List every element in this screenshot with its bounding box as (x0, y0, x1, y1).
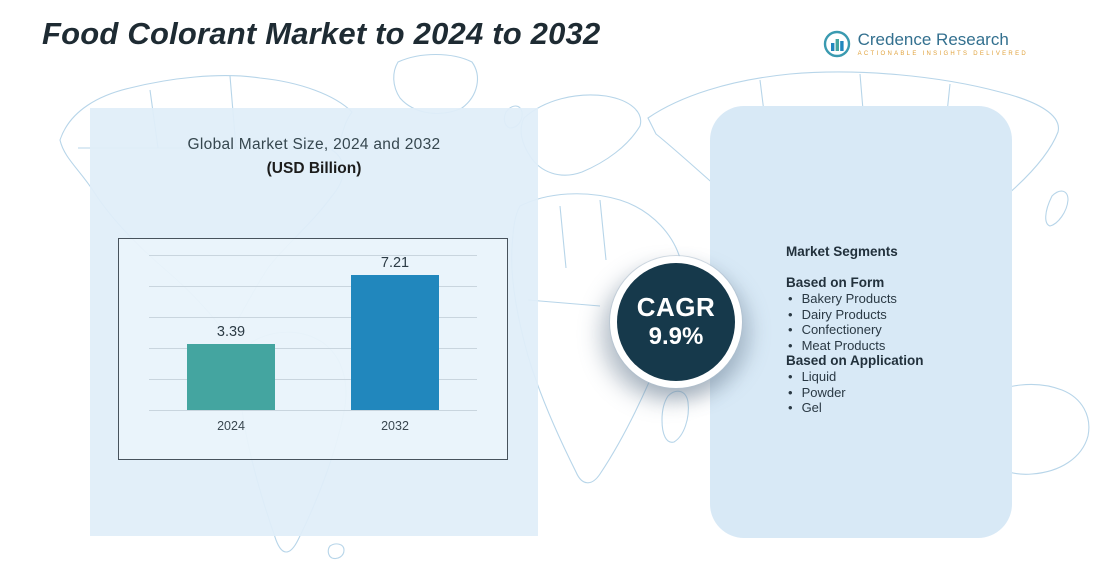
cagr-value: 9.9% (648, 323, 704, 350)
cagr-label: CAGR (636, 292, 716, 322)
market-size-panel: Global Market Size, 2024 and 2032 (USD B… (90, 108, 538, 536)
logo-company-name: Credence Research (857, 30, 1009, 49)
bar-category-label: 2032 (381, 419, 409, 433)
chart-subtitle: (USD Billion) (266, 160, 362, 177)
segment-item: Gel (788, 400, 994, 416)
segment-item: Confectionery (788, 322, 994, 338)
bar-value-label: 7.21 (380, 255, 410, 271)
logo-text: Credence Research Actionable Insights De… (858, 30, 1028, 57)
page-title: Food Colorant Market to 2024 to 2032 (42, 16, 601, 51)
bar-column: 7.21 (350, 255, 440, 410)
bar-chart: 3.39 7.21 2024 2032 (118, 238, 508, 460)
credence-logo-icon (823, 30, 850, 58)
segment-item: Liquid (788, 369, 994, 385)
market-segments-panel: Market Segments Based on FormBakery Prod… (710, 106, 1012, 538)
bar (187, 344, 275, 410)
bar-category-label: 2024 (217, 419, 245, 433)
chart-plot-area: 3.39 7.21 (149, 255, 477, 411)
segment-item: Dairy Products (788, 307, 994, 323)
segments-title: Market Segments (786, 244, 898, 259)
segment-group-heading: Based on Application (786, 353, 924, 368)
logo-tagline: Actionable Insights Delivered (857, 51, 1028, 57)
segment-item-list: LiquidPowderGel (788, 369, 994, 416)
segment-item: Meat Products (788, 338, 994, 354)
bar-column: 3.39 (186, 255, 276, 410)
credence-research-logo: Credence Research Actionable Insights De… (823, 30, 1028, 58)
chart-title: Global Market Size, 2024 and 2032 (187, 136, 441, 153)
segment-item: Bakery Products (788, 291, 994, 307)
segment-groups: Based on FormBakery ProductsDairy Produc… (786, 275, 994, 416)
cagr-badge: CAGR 9.9% (610, 256, 742, 388)
segment-group-heading: Based on Form (786, 275, 885, 290)
segment-item: Powder (788, 385, 994, 401)
chart-x-axis: 2024 2032 (149, 411, 477, 433)
bar-value-label: 3.39 (216, 324, 246, 341)
segment-item-list: Bakery ProductsDairy ProductsConfectione… (788, 291, 994, 353)
bar (351, 275, 439, 410)
